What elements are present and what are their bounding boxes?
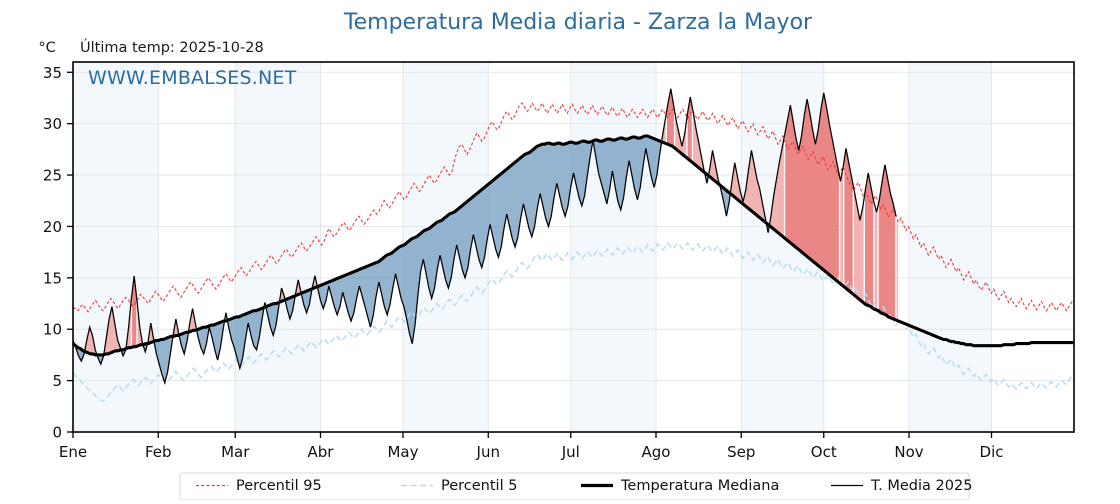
x-tick-label: May: [387, 443, 418, 461]
x-tick-label: Abr: [308, 443, 335, 461]
anomaly-fill-warm: [854, 189, 864, 303]
anomaly-fill-warm: [840, 167, 843, 286]
y-tick-label: 15: [43, 269, 62, 287]
anomaly-fill-hot: [865, 175, 874, 309]
y-tick-label: 0: [52, 424, 62, 442]
page-title: Temperatura Media diaria - Zarza la Mayo…: [343, 10, 813, 35]
x-tick-label: Oct: [811, 443, 837, 461]
y-tick-label: 10: [43, 321, 62, 339]
series-percentil-5: [72, 241, 1075, 403]
legend-label: T. Media 2025: [870, 478, 972, 494]
anomaly-fill-warm: [280, 289, 285, 302]
y-tick-label: 30: [43, 115, 62, 133]
anomaly-fill-cool: [97, 354, 104, 364]
anomaly-fill-hot: [132, 281, 137, 348]
y-tick-label: 35: [43, 64, 62, 82]
x-tick-label: Dic: [980, 443, 1004, 461]
anomaly-fill-cool: [317, 141, 592, 341]
series-t-media-2025: [72, 88, 897, 385]
x-tick-label: Ene: [59, 443, 87, 461]
month-band: [235, 62, 321, 432]
x-tick-label: Nov: [894, 443, 923, 461]
anomaly-fill-warm: [173, 320, 179, 337]
anomaly-fill-cool: [266, 302, 280, 334]
x-tick-label: Jul: [561, 443, 580, 461]
y-axis-unit-label: °C: [38, 40, 55, 56]
series-percentil-95: [72, 101, 1075, 313]
watermark-embalses: WWW.EMBALSES.NET: [88, 67, 297, 89]
anomaly-fill-hot: [844, 149, 853, 294]
anomaly-fill-warm: [874, 204, 878, 311]
anomaly-fill-warm: [896, 218, 898, 321]
x-tick-label: Sep: [727, 443, 755, 461]
last-temp-label: Última temp: 2025-10-28: [80, 38, 264, 56]
legend-label: Temperatura Mediana: [620, 478, 779, 494]
anomaly-fill-cool: [75, 345, 84, 361]
y-tick-label: 5: [52, 372, 62, 390]
y-tick-label: 20: [43, 218, 62, 236]
anomaly-fill-warm: [709, 151, 720, 185]
anomaly-fill-warm: [675, 114, 687, 158]
y-tick-label: 25: [43, 167, 62, 185]
x-tick-label: Feb: [145, 443, 172, 461]
legend-label: Percentil 95: [236, 478, 322, 494]
anomaly-fill-warm: [104, 308, 120, 355]
series-temperatura-mediana: [72, 134, 1074, 357]
y-axis-ticks: 0 5 10 15 20 25 30 35: [43, 64, 73, 442]
legend-label: Percentil 5: [441, 478, 517, 494]
anomaly-fill-warm: [770, 138, 784, 238]
x-tick-label: Mar: [221, 443, 250, 461]
plot-area-border: [72, 61, 1075, 433]
chart-legend: Percentil 95 Percentil 5 Temperatura Media…: [179, 472, 972, 501]
anomaly-fill-hot: [667, 90, 674, 148]
x-axis-ticks: Ene Feb Mar Abr May Jun Jul Ago Sep Oct Nov Dic: [59, 432, 1004, 461]
x-tick-label: Jun: [476, 443, 500, 461]
anomaly-fill-hot: [785, 92, 839, 283]
anomaly-fill-warm: [731, 154, 766, 223]
month-band: [570, 62, 656, 432]
x-tick-label: Ago: [642, 443, 671, 461]
month-band: [73, 62, 159, 432]
